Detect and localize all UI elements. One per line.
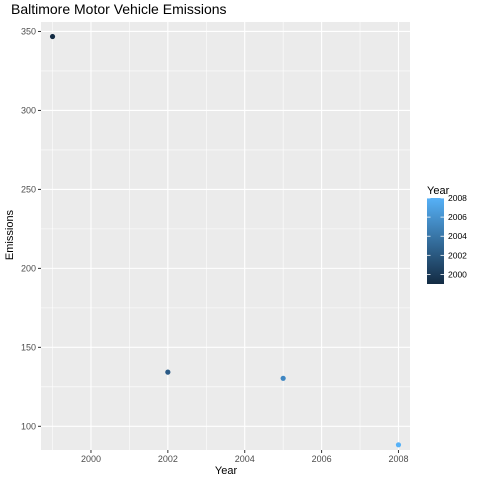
x-axis-label: Year	[215, 465, 238, 477]
y-axis-label: Emissions	[4, 209, 16, 260]
legend-tick-label: 2000	[448, 269, 467, 279]
axis-ticks: 2000 2002 2004 2006 2008 100 150 200 250 300 350	[21, 26, 409, 464]
legend-tick-label: 2004	[448, 231, 467, 241]
x-tick-label: 2008	[388, 454, 408, 464]
legend-tick-label: 2006	[448, 212, 467, 222]
data-point	[49, 33, 56, 40]
data-point	[165, 369, 171, 375]
data-point	[395, 442, 402, 448]
y-tick-label: 100	[21, 421, 36, 431]
x-tick-label: 2006	[312, 454, 332, 464]
legend-tick-label: 2008	[448, 193, 467, 203]
plot-panel	[41, 22, 410, 450]
y-tick-label: 300	[21, 105, 36, 115]
legend-colorbar	[427, 198, 444, 284]
gridlines	[41, 22, 410, 450]
y-tick-label: 350	[21, 26, 36, 36]
legend: Year 2000 2002 2004 2006 2008	[427, 185, 467, 284]
data-point	[280, 375, 286, 381]
x-tick-label: 2000	[81, 454, 101, 464]
x-tick-label: 2002	[158, 454, 178, 464]
legend-ticks: 2000 2002 2004 2006 2008	[427, 193, 467, 279]
y-tick-label: 200	[21, 263, 36, 273]
legend-title: Year	[427, 185, 450, 197]
legend-tick-label: 2002	[448, 250, 467, 260]
y-tick-label: 150	[21, 342, 36, 352]
chart-title: Baltimore Motor Vehicle Emissions	[11, 1, 227, 17]
y-tick-label: 250	[21, 184, 36, 194]
data-points	[49, 33, 402, 448]
x-tick-label: 2004	[235, 454, 255, 464]
